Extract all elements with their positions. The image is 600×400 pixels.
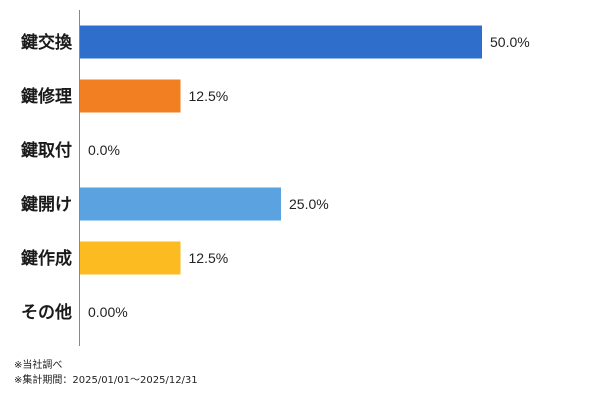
value-label: 12.5%	[189, 250, 229, 266]
value-label: 25.0%	[289, 196, 329, 212]
category-label: 鍵修理	[21, 86, 72, 107]
value-label: 50.0%	[490, 34, 530, 50]
bar	[80, 79, 181, 113]
source-note: ※当社調べ	[14, 360, 63, 371]
chart-notes: ※当社調べ ※集計期間：2025/01/01～2025/12/31	[14, 358, 198, 388]
bar	[80, 187, 281, 221]
category-label: 鍵取付	[21, 140, 72, 161]
value-label: 0.0%	[88, 142, 120, 158]
category-label: 鍵交換	[21, 32, 73, 53]
value-label: 0.00%	[88, 304, 128, 320]
bar	[80, 25, 482, 59]
category-label: 鍵開け	[21, 194, 72, 215]
category-label: その他	[21, 302, 72, 323]
category-label: 鍵作成	[21, 248, 72, 269]
bar-chart: 鍵交換 50.0% 鍵修理 12.5% 鍵取付 0.0% 鍵開け 25.0% 鍵作成 12.5% そ…	[21, 10, 530, 346]
period-note: ※集計期間：2025/01/01～2025/12/31	[14, 375, 198, 386]
value-label: 12.5%	[189, 88, 229, 104]
bar	[80, 241, 181, 275]
